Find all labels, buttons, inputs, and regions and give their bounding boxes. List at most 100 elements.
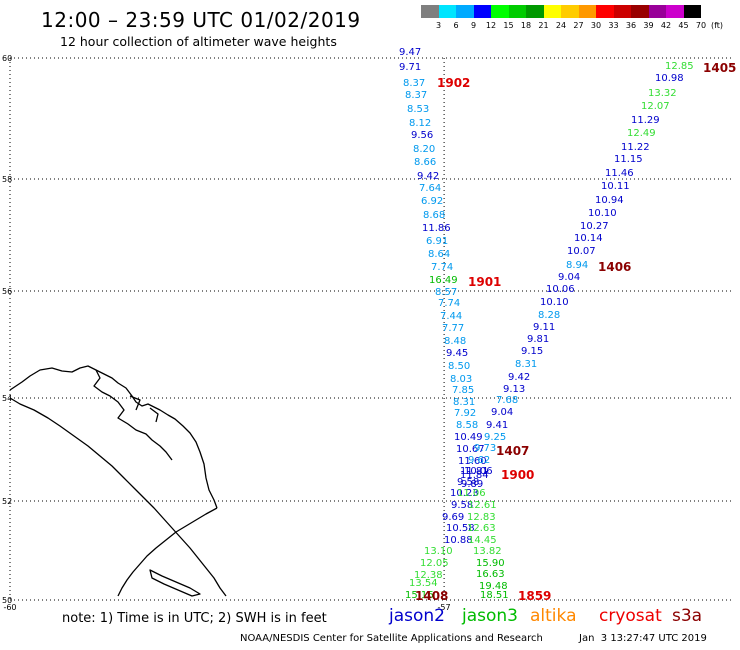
wave-height-value: 7.74 — [431, 262, 453, 273]
y-tick-label: 58 — [2, 175, 12, 184]
note-text: note: 1) Time is in UTC; 2) SWH is in fe… — [62, 611, 327, 626]
coastline-newfoundland-west — [117, 507, 218, 597]
wave-height-value: 12.61 — [468, 500, 497, 511]
wave-height-value: 8.66 — [414, 157, 436, 168]
wave-height-value: 10.98 — [655, 73, 684, 84]
colorbar-tick-label: 45 — [678, 21, 689, 30]
wave-height-value: 9.56 — [411, 130, 433, 141]
y-tick-label: 52 — [2, 497, 12, 506]
wave-height-value: 10.27 — [580, 221, 609, 232]
wave-height-value: 7.85 — [452, 385, 474, 396]
wave-height-value: 10.23 — [450, 488, 479, 499]
coastline — [9, 365, 227, 597]
wave-height-value: 10.67 — [456, 444, 485, 455]
colorbar-swatch — [508, 5, 526, 18]
wave-height-value: 11.29 — [631, 115, 660, 126]
wave-height-value: 7.92 — [454, 408, 476, 419]
wave-height-value: 12.07 — [641, 101, 670, 112]
wave-height-value: 9.62 — [468, 455, 490, 466]
wave-height-value: 11.06 — [457, 488, 486, 499]
colorbar-tick-label: 33 — [608, 21, 619, 30]
colorbar-tick-label: 15 — [503, 21, 514, 30]
wave-height-value: 10.14 — [574, 233, 603, 244]
wave-height-value: 9.42 — [508, 372, 530, 383]
wave-height-value: 10.10 — [540, 297, 569, 308]
wave-height-value: 13.10 — [424, 546, 453, 557]
wave-height-value: 16.63 — [476, 569, 505, 580]
wave-height-value: 11.81 — [460, 466, 489, 477]
time-label: 1901 — [468, 275, 501, 289]
wave-height-value: 6.91 — [426, 236, 448, 247]
wave-height-value: 8.50 — [448, 361, 470, 372]
wave-height-value: 12.38 — [414, 570, 443, 581]
wave-height-value: 10.94 — [595, 195, 624, 206]
wave-height-value: 10.88 — [444, 535, 473, 546]
time-label: 1902 — [437, 76, 470, 90]
colorbar-swatch — [561, 5, 579, 18]
colorbar-tick-label: 24 — [555, 21, 567, 30]
colorbar-swatch — [613, 5, 631, 18]
wave-height-value: 9.04 — [491, 407, 513, 418]
wave-height-value: 9.15 — [521, 346, 543, 357]
colorbar-swatch — [596, 5, 614, 18]
footer-timestamp: Jan 3 13:27:47 UTC 2019 — [579, 633, 707, 644]
colorbar-swatch — [683, 5, 701, 18]
wave-height-value: 9.13 — [503, 384, 525, 395]
wave-height-value: 7.64 — [419, 183, 441, 194]
colorbar-tick-label: 27 — [573, 21, 584, 30]
map-grid — [9, 57, 733, 601]
x-tick-label: -60 — [3, 603, 16, 612]
track-west: 9.47 9.71 8.378.37 8.53 8.129.56 8.20 8.66 9.42… — [399, 47, 489, 601]
wave-height-value: 9.45 — [446, 348, 468, 359]
colorbar-tick-label: 70 — [695, 21, 707, 30]
wave-height-value: 9.69 — [442, 512, 464, 523]
wave-height-value: 15.90 — [476, 558, 505, 569]
colorbar-swatch — [438, 5, 456, 18]
wave-height-value: 8.37 — [405, 90, 427, 101]
wave-height-value: 10.49 — [454, 432, 483, 443]
wave-height-value: 9.25 — [484, 432, 506, 443]
wave-height-value: 9.71 — [399, 62, 421, 73]
coastline-anticosti — [149, 569, 201, 597]
wave-height-value: 11.15 — [614, 154, 643, 165]
wave-height-value: 8.58 — [456, 420, 478, 431]
wave-height-value: 10.58 — [446, 523, 475, 534]
colorbar-swatch — [491, 5, 509, 18]
wave-height-value: 8.37 — [403, 78, 425, 89]
wave-height-value: 8.03 — [450, 374, 472, 385]
time-label: 1408 — [415, 589, 448, 603]
legend-jason3: jason3 — [462, 606, 518, 626]
colorbar-swatch — [631, 5, 649, 18]
wave-height-value: 13.54 — [409, 578, 438, 589]
wave-height-value: 8.53 — [407, 104, 429, 115]
wave-height-value: 8.31 — [515, 359, 537, 370]
colorbar-tick-label: 18 — [520, 21, 532, 30]
wave-height-value: 11.46 — [605, 168, 634, 179]
colorbar-tick-label: 12 — [485, 21, 497, 30]
wave-height-value: 15.16 — [405, 590, 434, 601]
colorbar-tick-label: 9 — [470, 21, 477, 30]
wave-height-value: 8.28 — [538, 310, 560, 321]
colorbar-tick-label: 42 — [660, 21, 672, 30]
wave-height-value: 12.63 — [467, 523, 496, 534]
wave-height-value: 11.22 — [621, 142, 650, 153]
colorbar-tick-label: 30 — [590, 21, 602, 30]
wave-height-value: 8.20 — [413, 144, 435, 155]
wave-height-value: 8.48 — [444, 336, 466, 347]
wave-height-value: 8.64 — [428, 249, 450, 260]
wave-height-value: 12.05 — [420, 558, 449, 569]
wave-height-value: 10.10 — [588, 208, 617, 219]
colorbar-tick-label: 36 — [625, 21, 637, 30]
wave-height-value: 12.49 — [627, 128, 656, 139]
wave-height-value: 9.58 — [457, 477, 479, 488]
wave-height-value: 7.77 — [442, 323, 464, 334]
wave-height-value: 7.74 — [438, 298, 460, 309]
wave-height-value: 11.86 — [422, 223, 451, 234]
colorbar-swatch — [543, 5, 561, 18]
wave-height-value: 11.84 — [460, 470, 489, 481]
x-tick-label: -57 — [438, 603, 451, 612]
wave-height-value: 9.11 — [533, 322, 555, 333]
wave-height-value: 9.89 — [461, 479, 483, 490]
